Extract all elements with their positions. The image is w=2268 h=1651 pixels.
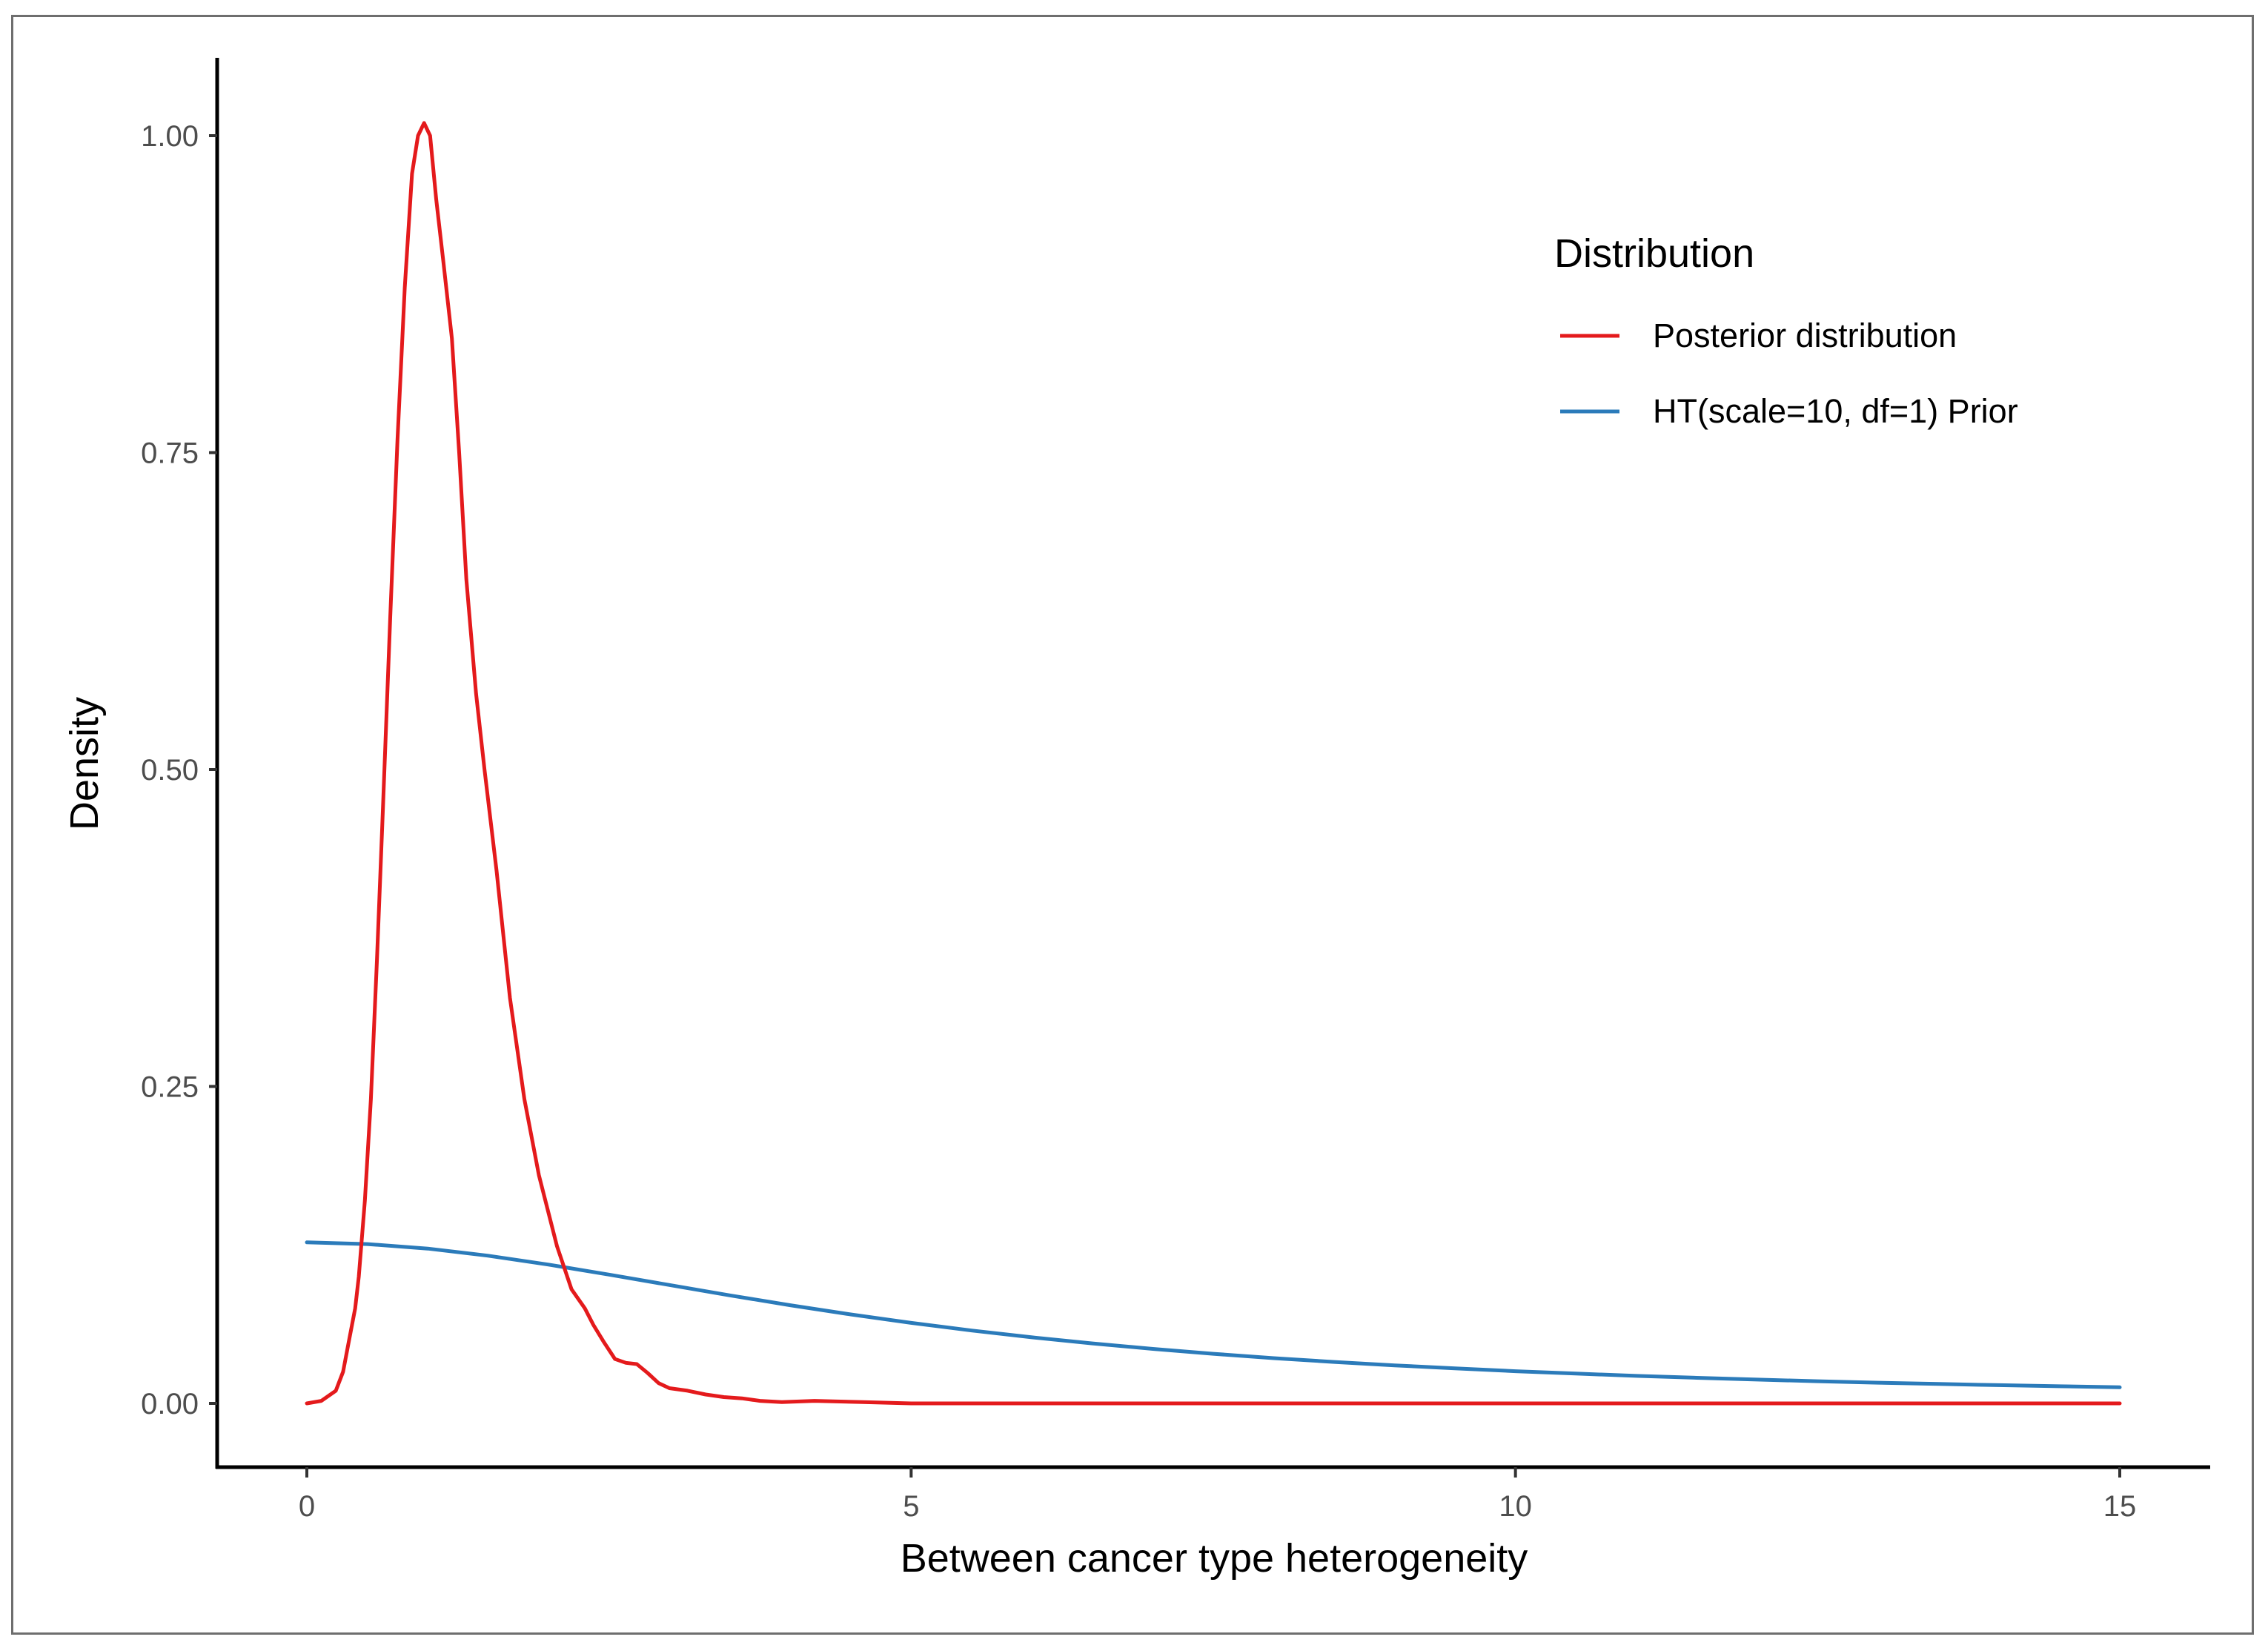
legend-label-posterior: Posterior distribution xyxy=(1653,317,1957,354)
y-tick-label: 0.25 xyxy=(141,1071,199,1104)
legend-title: Distribution xyxy=(1554,231,1754,276)
x-axis-title: Between cancer type heterogeneity xyxy=(901,1536,1528,1581)
legend-label-prior: HT(scale=10, df=1) Prior xyxy=(1653,392,2018,430)
legend-item-posterior: Posterior distribution xyxy=(1560,317,1957,354)
y-tick-label: 1.00 xyxy=(141,120,199,153)
y-axis-ticks: 0.00 0.25 0.50 0.75 1.00 xyxy=(141,120,217,1420)
x-tick-label: 5 xyxy=(903,1490,919,1523)
series-line-ht-scale-10-df-1-prior xyxy=(305,1240,2122,1389)
series-line-posterior-distribution xyxy=(305,121,2122,1406)
y-tick-label: 0.75 xyxy=(141,437,199,470)
x-tick-label: 10 xyxy=(1499,1490,1532,1523)
x-tick-label: 0 xyxy=(299,1490,315,1523)
y-axis-title: Density xyxy=(62,697,107,830)
figure-border xyxy=(11,15,2254,1635)
x-tick-label: 15 xyxy=(2103,1490,2137,1523)
series-lines xyxy=(305,121,2122,1406)
x-axis-ticks: 0 5 10 15 xyxy=(299,1467,2136,1523)
y-tick-label: 0.50 xyxy=(141,754,199,787)
legend-item-prior: HT(scale=10, df=1) Prior xyxy=(1560,392,2018,430)
y-tick-label: 0.00 xyxy=(141,1388,199,1420)
legend: Distribution Posterior distribution HT(s… xyxy=(1554,231,2018,430)
